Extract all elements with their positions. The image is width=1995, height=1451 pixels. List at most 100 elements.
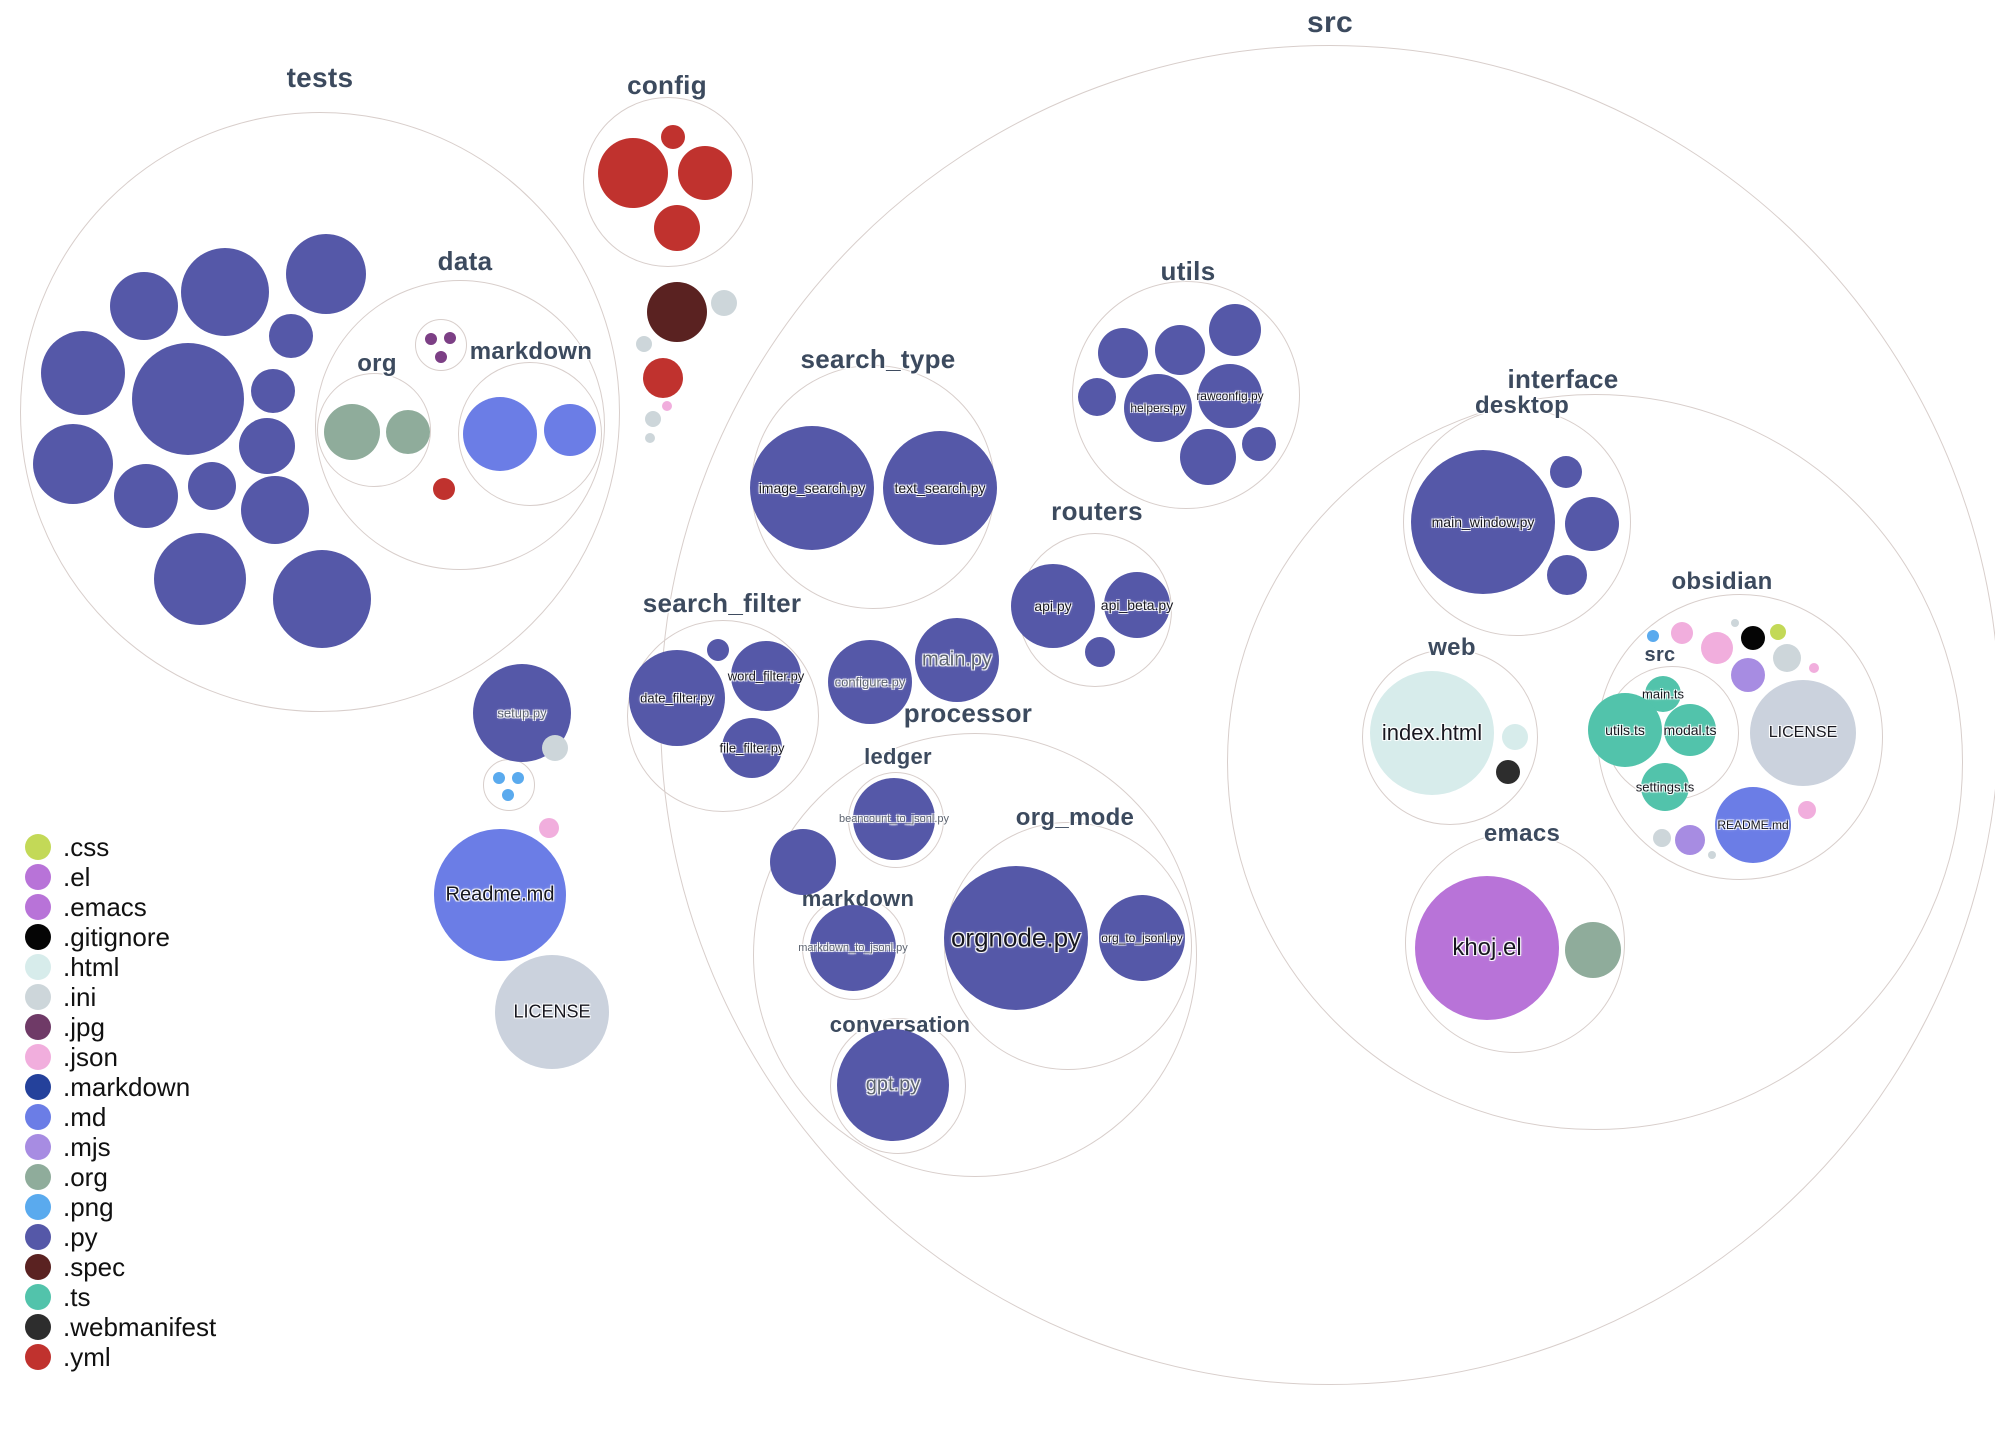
legend-swatch-md xyxy=(25,1104,51,1130)
folder-circle-search-filter xyxy=(627,620,819,812)
legend-item-css: .css xyxy=(25,832,216,862)
file-circle xyxy=(1209,304,1261,356)
legend-label-ini: .ini xyxy=(63,982,97,1012)
file-circle xyxy=(1496,760,1520,784)
file-circle xyxy=(645,411,661,427)
file-circle-beancount-to-jsonl-py xyxy=(853,778,935,860)
file-circle xyxy=(1731,619,1739,627)
legend-item-org: .org xyxy=(25,1162,216,1192)
folder-circle-utils xyxy=(1072,281,1300,509)
legend-item-markdown: .markdown xyxy=(25,1072,216,1102)
file-circle-api-beta-py xyxy=(1104,572,1170,638)
legend-swatch-ts xyxy=(25,1284,51,1310)
file-circle xyxy=(324,404,380,460)
legend-swatch-jpg xyxy=(25,1014,51,1040)
file-circle xyxy=(1078,378,1116,416)
folder-circle-interface xyxy=(1227,394,1963,1130)
file-circle xyxy=(636,336,652,352)
legend-item-mjs: .mjs xyxy=(25,1132,216,1162)
file-label-api-py: api.py xyxy=(1034,598,1072,614)
folder-label-markdown: markdown xyxy=(469,338,593,365)
file-circle xyxy=(647,282,707,342)
legend-swatch-markdown xyxy=(25,1074,51,1100)
file-circle xyxy=(1565,922,1621,978)
folder-circle-markdown xyxy=(458,362,602,506)
file-circle xyxy=(386,410,430,454)
file-circle-word-filter-py xyxy=(731,641,801,711)
legend-swatch-emacs xyxy=(25,894,51,920)
legend-label-emacs: .emacs xyxy=(63,892,147,922)
legend-swatch-yml xyxy=(25,1344,51,1370)
file-label-beancount-to-jsonl-py: beancount_to_jsonl.py xyxy=(838,813,950,825)
file-circle xyxy=(33,424,113,504)
legend-swatch-py xyxy=(25,1224,51,1250)
folder-circle-conversation xyxy=(830,1018,966,1154)
file-circle xyxy=(512,772,524,784)
file-label-setup-py: setup.py xyxy=(497,705,547,721)
file-label-main-py: main.py xyxy=(921,648,993,671)
folder-circle-config xyxy=(583,97,753,267)
file-circle xyxy=(286,234,366,314)
file-label-markdown-to-jsonl-py: markdown_to_jsonl.py xyxy=(798,942,908,954)
folder-label-processor: processor xyxy=(903,698,1033,728)
file-circle-text-search-py xyxy=(883,431,997,545)
folder-label-search-type: search_type xyxy=(800,344,956,374)
file-circle xyxy=(181,248,269,336)
file-circle-image-search-py xyxy=(750,426,874,550)
file-circle-utils-ts xyxy=(1588,693,1662,767)
legend-swatch-spec xyxy=(25,1254,51,1280)
file-label-readme-md: README.md xyxy=(1717,818,1789,832)
file-circle xyxy=(707,639,729,661)
file-circle xyxy=(41,331,125,415)
file-circle-settings-ts xyxy=(1641,763,1689,811)
file-circle xyxy=(1547,555,1587,595)
folder-label-tests: tests xyxy=(286,62,354,93)
legend-label-org: .org xyxy=(63,1162,108,1192)
legend-swatch-webmanifest xyxy=(25,1314,51,1340)
file-circle xyxy=(114,464,178,528)
file-label-configure-py: configure.py xyxy=(834,674,906,690)
file-circle xyxy=(1701,632,1733,664)
file-circle xyxy=(598,138,668,208)
file-circle xyxy=(273,550,371,648)
file-circle-license xyxy=(495,955,609,1069)
file-circle-license xyxy=(1750,680,1856,786)
file-label-api-beta-py: api_beta.py xyxy=(1100,597,1174,613)
file-circle xyxy=(1085,637,1115,667)
legend-swatch-gitignore xyxy=(25,924,51,950)
file-circle xyxy=(1671,622,1693,644)
folder-circle xyxy=(483,759,535,811)
legend-swatch-html xyxy=(25,954,51,980)
file-circle xyxy=(1798,801,1816,819)
file-label-license: LICENSE xyxy=(1768,724,1838,741)
file-circle xyxy=(661,125,685,149)
file-label-org-to-jsonl-py: org_to_jsonl.py xyxy=(1101,931,1183,945)
file-label-word-filter-py: word_filter.py xyxy=(727,668,805,684)
file-circle-configure-py xyxy=(828,640,912,724)
legend-label-webmanifest: .webmanifest xyxy=(63,1312,217,1342)
file-circle-modal-ts xyxy=(1664,704,1716,756)
file-circle-markdown-to-jsonl-py xyxy=(810,905,896,991)
file-circle-gpt-py xyxy=(837,1029,949,1141)
file-circle xyxy=(502,789,514,801)
file-circle-date-filter-py xyxy=(629,650,725,746)
file-circle xyxy=(435,351,447,363)
file-circle xyxy=(1653,829,1671,847)
file-circle-org-to-jsonl-py xyxy=(1099,895,1185,981)
folder-label-emacs: emacs xyxy=(1483,820,1561,847)
file-circle xyxy=(539,818,559,838)
folder-label-search-filter: search_filter xyxy=(642,588,802,618)
file-circle xyxy=(269,314,313,358)
file-circle xyxy=(239,418,295,474)
legend-item-md: .md xyxy=(25,1102,216,1132)
file-circle xyxy=(1242,427,1276,461)
folder-label-ledger: ledger xyxy=(864,744,932,769)
folder-label-interface: interface xyxy=(1507,364,1619,394)
file-label-rawconfig-py: rawconfig.py xyxy=(1196,389,1264,403)
file-circle xyxy=(542,735,568,761)
legend-label-ts: .ts xyxy=(63,1282,91,1312)
file-circle xyxy=(1647,630,1659,642)
folder-label-obsidian: obsidian xyxy=(1671,568,1773,595)
file-circle xyxy=(425,333,437,345)
